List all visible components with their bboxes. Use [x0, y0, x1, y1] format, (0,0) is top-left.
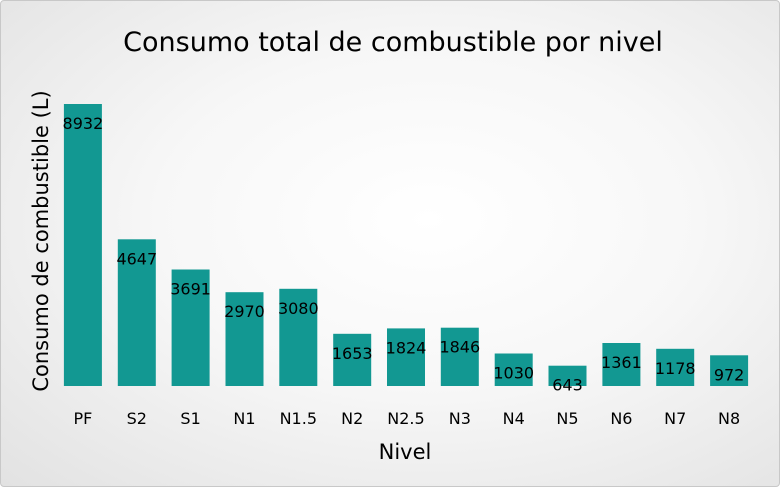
data-labels-group: 8932 4647 3691 2970 3080 1653 1824 1846 1030 643 1… — [63, 114, 745, 395]
data-label-n4: 1030 — [493, 364, 534, 383]
bar-s2 — [117, 239, 156, 386]
bars-group — [63, 104, 749, 386]
bar-n3 — [440, 327, 479, 386]
data-label-n2: 1653 — [332, 344, 373, 363]
bar-n5 — [548, 365, 587, 386]
y-axis-title: Consumo de combustible (L) — [29, 90, 53, 391]
bar-n6 — [602, 343, 641, 386]
x-tick-labels-group: PF S2 S1 N1 N1.5 N2 N2.5 N3 N4 N5 N6 N7 N8 — [73, 409, 740, 428]
data-label-s2: 4647 — [116, 249, 157, 268]
data-label-s1: 3691 — [170, 280, 211, 299]
bar-n1 — [225, 292, 264, 386]
bar-n8 — [710, 355, 749, 386]
x-tick-label-n7: N7 — [664, 409, 686, 428]
x-tick-label-n1: N1 — [233, 409, 255, 428]
x-tick-label-n2-5: N2.5 — [387, 409, 424, 428]
data-label-n5: 643 — [552, 376, 583, 395]
x-tick-label-s1: S1 — [180, 409, 200, 428]
data-label-n6: 1361 — [601, 353, 642, 372]
bar-n2-5 — [387, 328, 425, 386]
data-label-n3: 1846 — [439, 338, 480, 357]
bar-s1 — [171, 269, 210, 386]
data-label-n2-5: 1824 — [386, 338, 427, 357]
data-label-n7: 1178 — [655, 359, 696, 378]
x-tick-label-n4: N4 — [503, 409, 525, 428]
x-tick-label-n1-5: N1.5 — [280, 409, 317, 428]
x-axis-title: Nivel — [379, 440, 432, 464]
data-label-pf: 8932 — [63, 114, 104, 133]
x-tick-label-n2: N2 — [341, 409, 363, 428]
chart-title: Consumo total de combustible por nivel — [123, 27, 663, 58]
bar-n1-5 — [279, 288, 318, 386]
bar-n2 — [333, 333, 372, 386]
bar-pf — [63, 104, 102, 386]
x-tick-label-s2: S2 — [127, 409, 147, 428]
bar-n4 — [494, 353, 533, 386]
x-tick-label-pf: PF — [73, 409, 92, 428]
data-label-n1-5: 3080 — [278, 299, 319, 318]
x-tick-label-n5: N5 — [556, 409, 578, 428]
x-tick-label-n3: N3 — [449, 409, 471, 428]
bar-n7 — [656, 348, 695, 386]
data-label-n1: 2970 — [224, 302, 265, 321]
x-tick-label-n6: N6 — [610, 409, 632, 428]
x-tick-label-n8: N8 — [718, 409, 740, 428]
data-label-n8: 972 — [714, 365, 745, 384]
